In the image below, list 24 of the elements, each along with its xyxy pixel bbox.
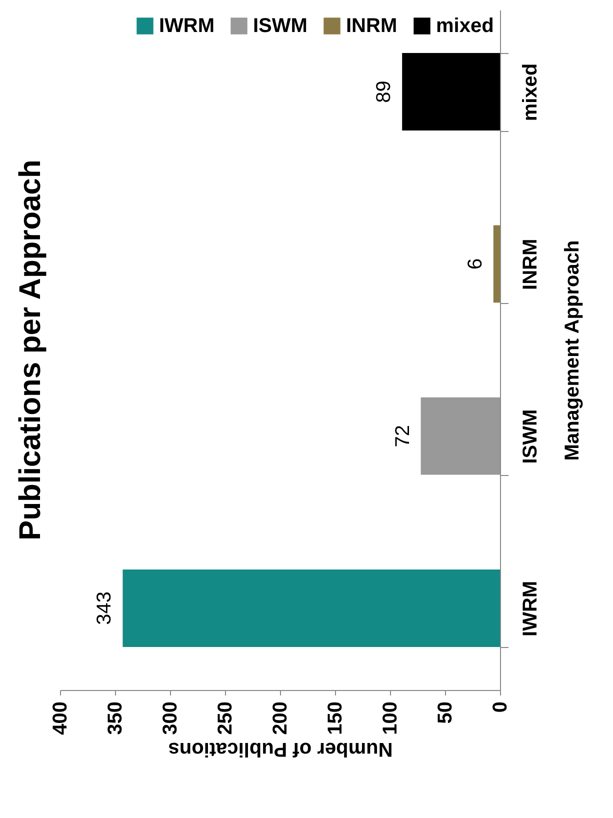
legend-label: ISWM — [253, 15, 308, 37]
y-tick-label: IWRM — [520, 580, 542, 636]
y-tick-label: mixed — [520, 63, 542, 122]
text: Publications per Approach — [14, 160, 47, 540]
x-tick-label: 0 — [490, 702, 512, 713]
data-label: 343 — [94, 592, 116, 625]
x-tick-label: 150 — [324, 702, 346, 735]
x-tick-label: 300 — [160, 702, 182, 735]
x-tick-label: 50 — [434, 702, 456, 724]
legend-label: INRM — [346, 15, 398, 37]
x-tick-label: 400 — [50, 702, 72, 735]
x-axis-title: Number of Publications — [168, 738, 393, 760]
x-tick-label: 350 — [104, 702, 126, 735]
x-tick-label: 250 — [214, 702, 236, 735]
data-label: 72 — [392, 424, 414, 448]
legend-label: mixed — [436, 15, 494, 37]
data-label: 6 — [464, 258, 486, 270]
x-tick-label: 200 — [270, 702, 292, 735]
y-tick-label: ISWM — [520, 409, 542, 464]
data-label: 89 — [373, 80, 396, 103]
y-axis-title: Management Approach — [562, 240, 584, 461]
y-tick-label: INRM — [520, 238, 542, 290]
legend-label: IWRM — [159, 15, 215, 37]
x-tick-label: 100 — [380, 702, 402, 735]
